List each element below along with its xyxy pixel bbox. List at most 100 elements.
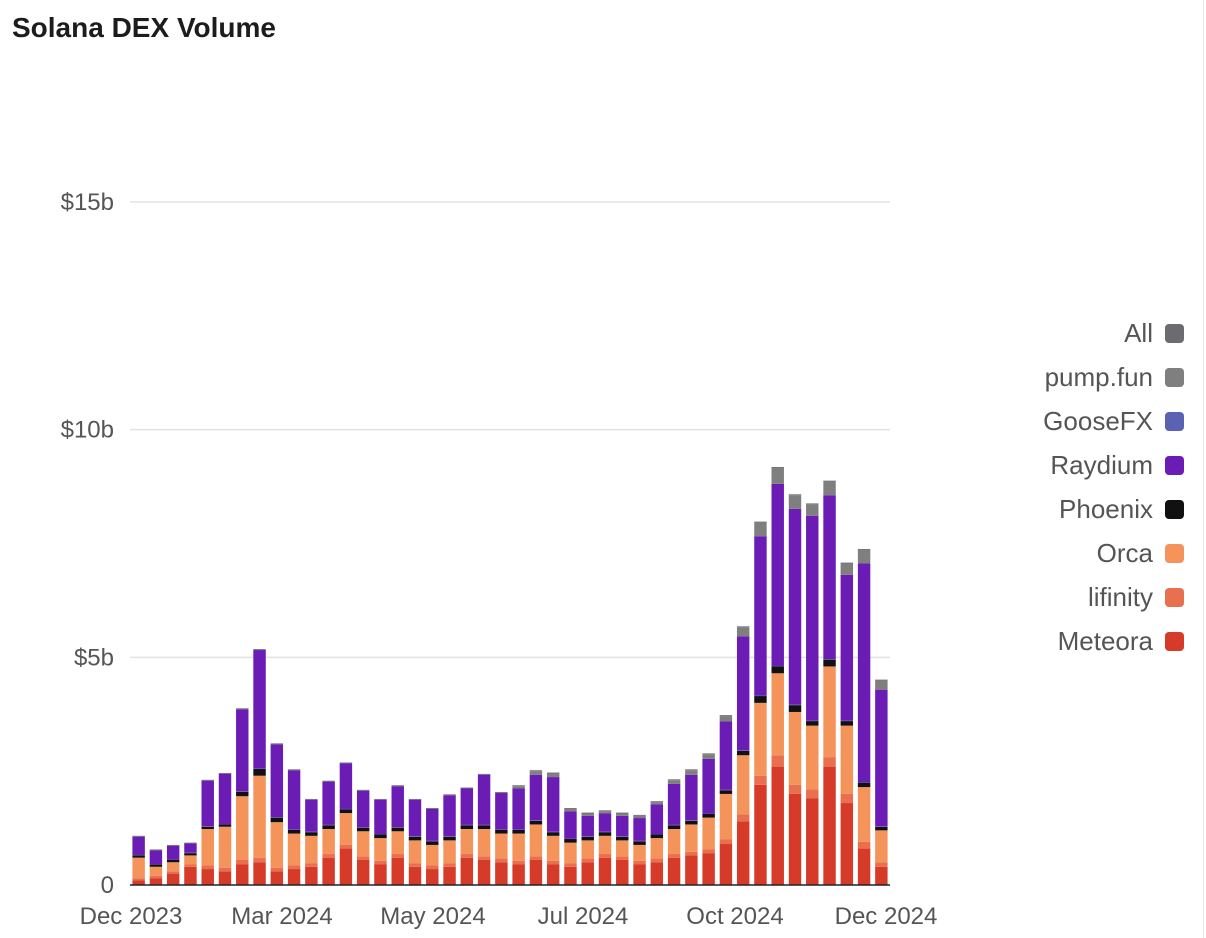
bar-stack	[236, 708, 249, 885]
bar-segment-meteora	[495, 862, 508, 885]
bar-segment-phoenix	[374, 834, 387, 839]
bar-segment-phoenix	[426, 841, 439, 845]
legend-label: Raydium	[1050, 449, 1153, 480]
legend-item[interactable]: Phoenix	[1059, 487, 1184, 531]
bar-segment-phoenix	[512, 829, 525, 834]
bar-segment-goosefx	[512, 829, 525, 830]
bar-segment-pump-fun	[823, 481, 836, 496]
bar-segment-lifinity	[702, 849, 715, 854]
bar-segment-orca	[840, 725, 854, 794]
bar-segment-phoenix	[322, 825, 335, 829]
legend-item[interactable]: Meteora	[1058, 619, 1184, 663]
bar-segment-phoenix	[166, 859, 180, 863]
bar-segment-phoenix	[564, 839, 577, 843]
legend-label: Orca	[1096, 537, 1153, 568]
bar-segment-goosefx	[460, 824, 474, 826]
bar-segment-phoenix	[754, 696, 767, 703]
legend-swatch	[1165, 543, 1184, 563]
bar-segment-orca	[408, 840, 422, 864]
bar-segment-pump-fun	[840, 563, 854, 575]
bar-stack	[736, 626, 750, 885]
bar-segment-lifinity	[736, 814, 750, 822]
bar-segment-goosefx	[477, 824, 491, 826]
bar-segment-phoenix	[823, 659, 836, 667]
bar-stack	[339, 762, 353, 885]
bar-segment-lifinity	[253, 857, 266, 863]
bar-segment-phoenix	[270, 817, 284, 823]
bar-segment-meteora	[650, 862, 664, 885]
bar-segment-pump-fun	[788, 495, 802, 509]
bar-segment-all	[374, 798, 387, 800]
bar-segment-orca	[391, 831, 404, 855]
bar-stack	[270, 743, 284, 885]
bar-segment-lifinity	[236, 859, 249, 865]
bar-stack	[201, 779, 214, 885]
legend-item[interactable]: GooseFX	[1043, 399, 1184, 443]
bar-stack	[840, 562, 854, 885]
bar-stack	[650, 801, 664, 885]
bar-segment-meteora	[840, 803, 854, 885]
bar-segment-pump-fun	[512, 786, 525, 789]
bar-segment-phoenix	[685, 820, 698, 825]
bar-segment-orca	[529, 824, 543, 857]
bar-segment-raydium	[857, 563, 871, 783]
x-tick-label: May 2024	[380, 903, 485, 930]
bar-segment-orca	[218, 826, 232, 868]
bar-segment-all	[356, 789, 370, 791]
bar-segment-raydium	[616, 815, 629, 837]
bar-segment-raydium	[149, 850, 163, 865]
bar-segment-raydium	[823, 495, 836, 660]
legend-item[interactable]: lifinity	[1088, 575, 1184, 619]
legend-item[interactable]: All	[1124, 311, 1184, 355]
bar-segment-orca	[322, 828, 335, 855]
right-divider	[1203, 0, 1204, 938]
bar-segment-phoenix	[218, 824, 232, 827]
bar-segment-raydium	[667, 783, 681, 825]
bar-segment-all	[184, 842, 197, 844]
bar-segment-all	[322, 780, 335, 782]
bar-segment-pump-fun	[598, 811, 612, 814]
bar-segment-raydium	[754, 536, 767, 696]
bar-segment-raydium	[581, 815, 594, 837]
bar-segment-phoenix	[529, 820, 543, 825]
bar-segment-meteora	[356, 859, 370, 885]
bar-segment-all	[857, 548, 871, 550]
legend-item[interactable]: Orca	[1097, 531, 1184, 575]
bar-segment-raydium	[598, 813, 612, 832]
bar-segment-raydium	[132, 836, 145, 855]
bar-segment-goosefx	[598, 831, 612, 833]
bar-stack	[166, 844, 180, 885]
bar-segment-meteora	[443, 866, 456, 885]
bar-segment-all	[546, 772, 560, 774]
bar-segment-lifinity	[391, 854, 404, 858]
bar-segment-all	[339, 762, 353, 764]
bar-segment-all	[512, 785, 525, 787]
bar-stack	[806, 503, 819, 885]
bar-segment-orca	[443, 840, 456, 864]
bar-segment-orca	[477, 828, 491, 857]
bar-segment-lifinity	[633, 860, 646, 865]
legend-label: lifinity	[1087, 581, 1153, 612]
legend-label: GooseFX	[1043, 405, 1153, 436]
bar-segment-all	[771, 467, 784, 468]
bar-segment-all	[581, 812, 594, 814]
bar-segment-phoenix	[771, 666, 784, 674]
bar-segment-pump-fun	[616, 813, 629, 816]
bar-segment-meteora	[218, 871, 232, 885]
bar-segment-orca	[564, 842, 577, 864]
legend-label: pump.fun	[1044, 361, 1153, 392]
bar-segment-meteora	[857, 848, 871, 885]
y-tick-label: 0	[101, 872, 114, 899]
bar-segment-goosefx	[201, 826, 214, 827]
bar-segment-meteora	[788, 793, 802, 885]
bar-segment-phoenix	[339, 809, 353, 814]
bar-stack	[754, 521, 767, 885]
legend-item[interactable]: Raydium	[1050, 443, 1184, 487]
bar-segment-pump-fun	[667, 780, 681, 784]
bar-segment-goosefx	[132, 854, 145, 856]
bar-segment-orca	[201, 828, 214, 866]
bar-segment-goosefx	[719, 789, 733, 791]
legend-item[interactable]: pump.fun	[1045, 355, 1184, 399]
bar-stack	[685, 769, 698, 885]
bar-segment-all	[667, 779, 681, 781]
